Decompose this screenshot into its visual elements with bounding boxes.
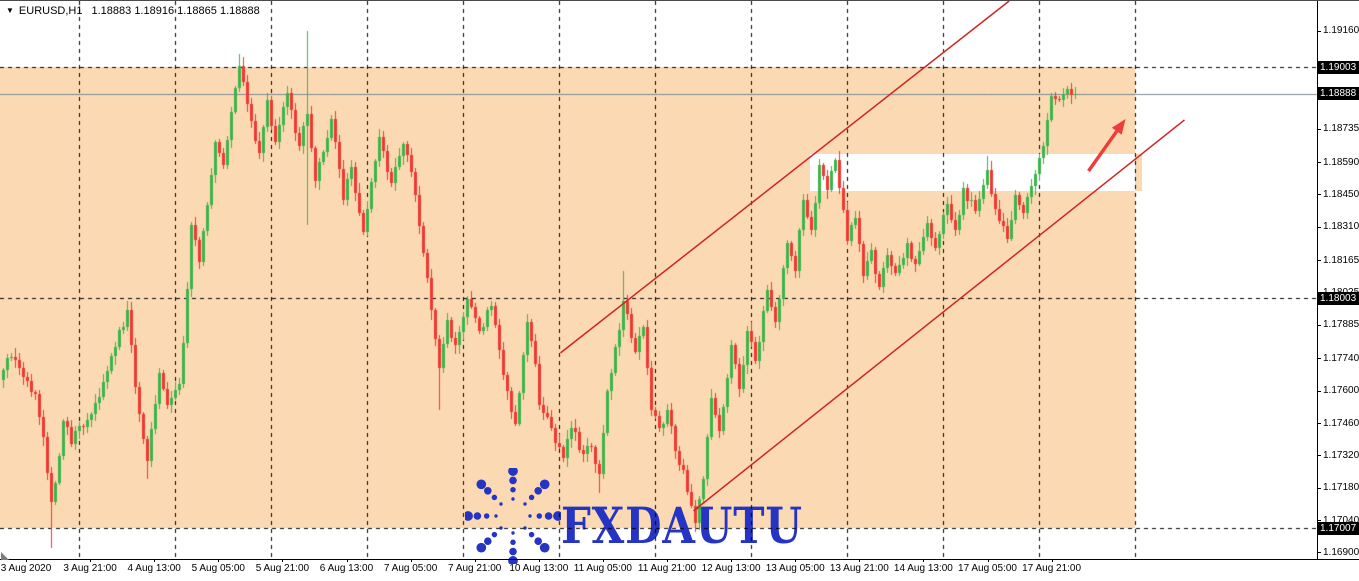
ohlc-values-label: 1.18883 1.18916 1.18865 1.18888 [91,5,260,17]
time-axis-label: 17 Aug 05:00 [958,563,1017,574]
time-axis-label: 3 Aug 21:00 [63,563,117,574]
price-tick-label: 1.16900 [1323,546,1359,558]
time-axis-label: 7 Aug 21:00 [447,563,502,574]
time-tick-mark [410,559,412,562]
time-axis-label: 5 Aug 05:00 [191,563,245,574]
time-axis-label: 6 Aug 13:00 [319,563,374,574]
price-tick-mark [1317,552,1321,554]
price-level-flag: 1.19003 [1318,60,1359,74]
price-tick-label: 1.17040 [1323,514,1359,526]
price-tick-mark [1317,487,1321,489]
time-axis-label: 13 Aug 05:00 [765,563,825,574]
time-axis-label: 4 Aug 13:00 [127,563,181,574]
time-axis-label: 3 Aug 2020 [0,563,52,574]
time-axis-label: 10 Aug 13:00 [509,563,569,574]
time-axis-label: 12 Aug 13:00 [701,563,761,574]
time-tick-mark [987,559,989,562]
time-axis-label: 11 Aug 21:00 [637,563,697,574]
price-tick-label: 1.18165 [1323,254,1359,266]
time-tick-mark [538,559,540,562]
price-tick-mark [1317,260,1321,262]
time-tick-mark [731,559,733,562]
time-tick-mark [795,559,797,562]
time-axis-label: 5 Aug 21:00 [255,563,310,574]
price-tick-mark [1317,30,1321,32]
price-tick-mark [1317,128,1321,130]
price-tick-mark [1317,390,1321,392]
time-axis-label: 7 Aug 05:00 [383,563,438,574]
time-tick-mark [346,559,348,562]
price-tick-mark [1317,358,1321,360]
price-level-flag: 1.18888 [1318,87,1359,101]
time-tick-mark [859,559,861,562]
time-axis-label: 13 Aug 21:00 [829,563,889,574]
price-tick-mark [1317,324,1321,326]
price-tick-label: 1.19160 [1323,25,1359,36]
price-tick-mark [1317,194,1321,196]
time-tick-mark [90,559,92,562]
time-axis-label: 17 Aug 21:00 [1022,563,1082,574]
price-tick-label: 1.17460 [1323,417,1359,429]
corner-resize-icon [1,552,9,560]
price-level-flag: 1.18003 [1318,291,1359,305]
price-tick-mark [1317,162,1321,164]
price-tick-label: 1.17180 [1323,482,1359,494]
price-tick-label: 1.18590 [1323,156,1359,168]
time-tick-mark [667,559,668,562]
price-tick-label: 1.17320 [1323,449,1359,461]
price-tick-mark [1317,520,1321,522]
time-tick-mark [282,559,284,562]
time-tick-mark [923,559,925,562]
symbol-timeframe-label: EURUSD,H1 [18,5,83,17]
price-tick-label: 1.18310 [1323,221,1359,233]
chart-title-bar: ▼ EURUSD,H1 1.18883 1.18916 1.18865 1.1888… [6,5,260,17]
price-tick-mark [1317,226,1321,228]
time-tick-mark [218,559,220,562]
price-tick-label: 1.17740 [1323,352,1359,364]
time-tick-mark [1051,559,1053,562]
price-tick-label: 1.18450 [1323,188,1359,200]
price-tick-mark [1317,423,1321,425]
time-axis-label: 11 Aug 05:00 [573,563,632,574]
time-axis-line [0,559,1359,560]
price-axis-line [1317,1,1318,559]
time-tick-mark [602,559,604,562]
symbol-dropdown-icon[interactable]: ▼ [6,6,14,15]
time-tick-mark [26,559,27,562]
price-level-flag: 1.17007 [1318,521,1359,535]
price-tick-label: 1.17885 [1323,319,1359,331]
time-axis-label: 14 Aug 13:00 [893,563,953,574]
price-tick-label: 1.17600 [1323,385,1359,397]
price-tick-mark [1317,455,1321,457]
time-tick-mark [154,559,156,562]
price-tick-label: 1.18735 [1323,123,1359,135]
time-tick-mark [474,559,476,562]
